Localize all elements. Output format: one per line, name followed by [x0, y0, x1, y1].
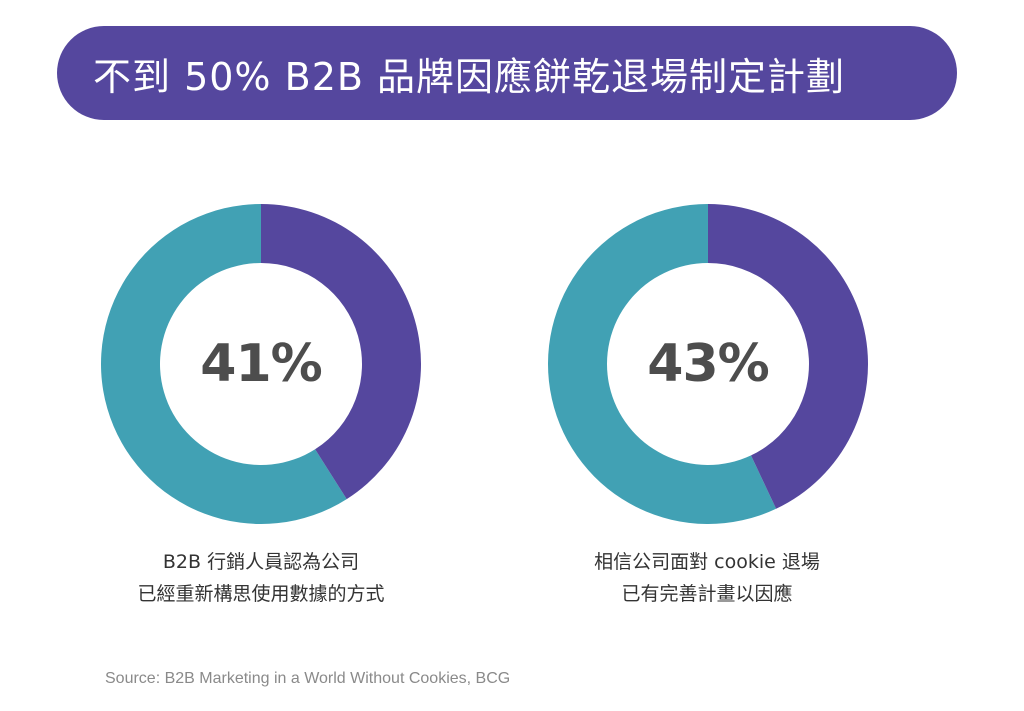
donut-svg-right: 43%: [548, 204, 868, 524]
donut-segment-value-right: [708, 204, 868, 509]
donut-center-label-left: 41%: [200, 334, 321, 394]
donut-chart-right: 43%: [548, 204, 868, 524]
caption-right: 相信公司面對 cookie 退場 已有完善計畫以因應: [527, 546, 887, 610]
donut-segment-rest-left: [101, 204, 347, 524]
caption-right-line-1: 相信公司面對 cookie 退場: [594, 551, 820, 573]
donut-segment-value-left: [261, 204, 421, 500]
source-note: Source: B2B Marketing in a World Without…: [105, 670, 511, 687]
caption-left-line-1: B2B 行銷人員認為公司: [162, 551, 360, 573]
caption-left-line-2: 已經重新構思使用數據的方式: [137, 583, 385, 605]
caption-right-line-2: 已有完善計畫以因應: [621, 583, 793, 605]
donut-chart-left: 41%: [101, 204, 421, 524]
donut-segment-rest-right: [548, 204, 777, 524]
page-title: 不到 50% B2B 品牌因應餅乾退場制定計劃: [93, 54, 846, 99]
donut-center-label-right: 43%: [647, 334, 768, 394]
caption-left: B2B 行銷人員認為公司 已經重新構思使用數據的方式: [81, 546, 441, 610]
title-banner: 不到 50% B2B 品牌因應餅乾退場制定計劃: [57, 26, 957, 120]
donut-svg-left: 41%: [101, 204, 421, 524]
